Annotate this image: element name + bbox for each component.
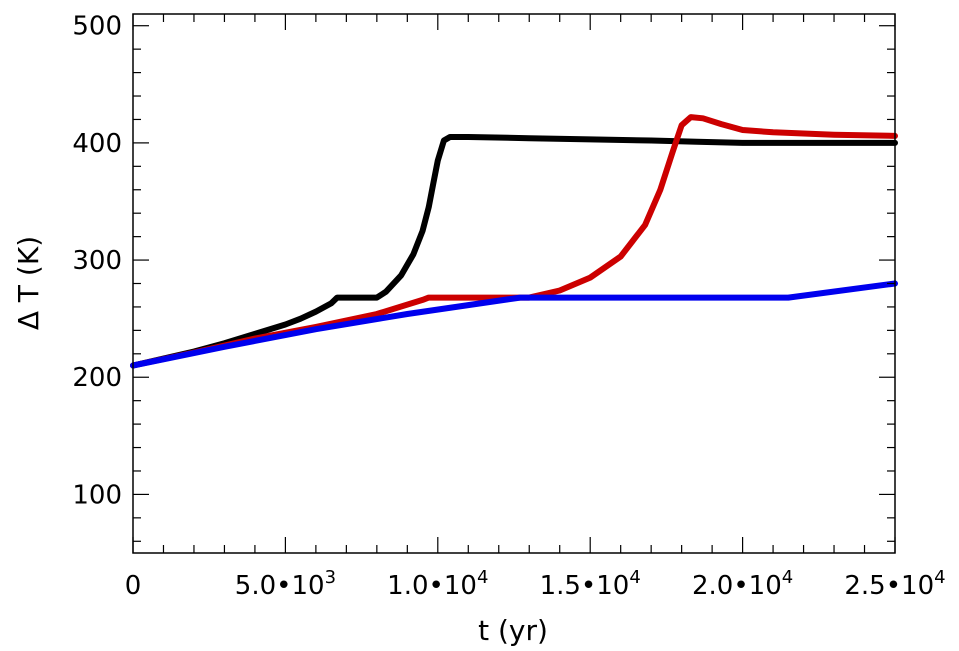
x-tick-label: 0 <box>125 571 142 601</box>
x-tick-mantissa: 0 <box>125 571 142 601</box>
y-tick-label: 200 <box>72 363 122 393</box>
ticks-layer <box>132 14 896 553</box>
series-layer <box>130 114 898 369</box>
x-tick-label: 5.0•103 <box>235 567 336 601</box>
x-tick-exponent: 4 <box>934 567 945 588</box>
x-tick-mantissa: 1.0•10 <box>387 571 477 601</box>
y-tick-label: 100 <box>72 480 122 510</box>
x-tick-mantissa: 5.0•10 <box>235 571 325 601</box>
series-line-1 <box>130 134 898 369</box>
y-tick-label: 300 <box>72 246 122 276</box>
plot-frame <box>132 13 896 554</box>
x-axis-label: t (yr) <box>478 614 548 647</box>
x-tick-exponent: 4 <box>477 567 488 588</box>
x-tick-label: 2.0•104 <box>692 567 793 601</box>
x-tick-label: 1.5•104 <box>540 567 641 601</box>
x-tick-mantissa: 2.5•10 <box>844 571 934 601</box>
series-line-3 <box>130 280 898 369</box>
y-tick-labels: 100 200 300 400 500 <box>72 12 122 511</box>
x-tick-label: 2.5•104 <box>844 567 945 601</box>
x-tick-exponent: 3 <box>325 567 336 588</box>
x-tick-labels: 0 5.0•103 1.0•104 1.5•104 2.0•104 2.5•104 <box>125 567 946 601</box>
x-tick-exponent: 4 <box>782 567 793 588</box>
x-tick-mantissa: 2.0•10 <box>692 571 782 601</box>
series-line-2 <box>130 114 898 369</box>
x-tick-exponent: 4 <box>629 567 640 588</box>
x-tick-mantissa: 1.5•10 <box>540 571 630 601</box>
y-tick-label: 500 <box>72 12 122 42</box>
y-axis-label: Δ T (K) <box>12 236 45 330</box>
y-tick-label: 400 <box>72 129 122 159</box>
x-tick-label: 1.0•104 <box>387 567 488 601</box>
